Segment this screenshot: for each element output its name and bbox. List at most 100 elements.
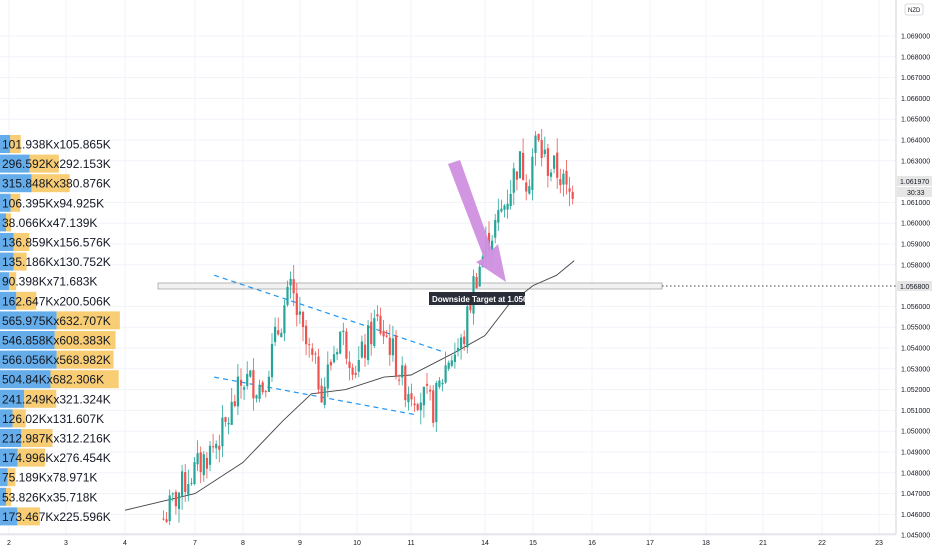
candle-body (342, 330, 345, 333)
candle-body (249, 370, 252, 377)
candle-body (187, 483, 190, 495)
candle-body (168, 495, 171, 522)
candle-body (230, 401, 233, 425)
candle-body (540, 140, 543, 158)
candle-body (546, 148, 549, 176)
candle-body (469, 304, 472, 311)
vp-sell-bar (16, 291, 37, 310)
vp-sell-bar (54, 331, 116, 349)
candle-body (509, 193, 512, 206)
vp-buy-bar (0, 272, 10, 291)
candle-body (233, 401, 236, 407)
candle-body (385, 335, 388, 337)
moving-average (124, 260, 575, 511)
y-tick-label: 1.050000 (901, 429, 930, 436)
vp-buy-bar (0, 468, 8, 487)
y-tick-label: 1.047000 (901, 491, 930, 498)
y-tick-label: 1.069000 (901, 34, 930, 41)
candle-body (360, 341, 363, 358)
candle-body (453, 354, 456, 362)
candle-body (317, 356, 320, 390)
candle-body (264, 391, 267, 393)
candle-body (199, 452, 202, 473)
candle-body (289, 278, 292, 286)
candle-body (292, 279, 295, 294)
vp-label: 241.249Kx321.324K (2, 392, 111, 406)
vp-buy-bar (0, 135, 11, 153)
vp-sell-bar (7, 468, 16, 487)
vp-buy-bar (0, 311, 57, 330)
downside-arrow (448, 160, 506, 282)
candle-body (205, 457, 208, 469)
candle-body (478, 266, 481, 287)
target-level-box (157, 282, 663, 290)
candle-body (367, 325, 370, 361)
vp-buy-bar (0, 487, 6, 506)
candle-body (171, 493, 174, 495)
candle-body (224, 417, 227, 422)
x-tick-label: 2 (7, 540, 11, 547)
x-tick-label: 16 (588, 540, 596, 547)
candle-body (308, 344, 311, 346)
candle-body (218, 445, 221, 450)
trendlines (214, 274, 445, 416)
svg-text:NZD: NZD (908, 8, 921, 14)
vp-sell-bar (31, 174, 70, 193)
y-tick-label: 1.049000 (901, 450, 930, 457)
y-tick-label: 1.059000 (901, 242, 930, 249)
candle-body (419, 402, 422, 411)
candle-body (441, 382, 444, 385)
candle-body (525, 182, 528, 192)
trendline-lower (214, 376, 415, 416)
vp-sell-bar (50, 370, 119, 389)
current-price-badge: 1.061970 30:33 (897, 176, 932, 197)
x-tick-label: 8 (241, 540, 245, 547)
y-tick-label: 1.056000 (901, 304, 930, 311)
candle-body (466, 306, 469, 348)
candle-body (379, 315, 382, 334)
candle-body (407, 393, 410, 403)
candle-body (432, 390, 435, 423)
candle-body (571, 191, 574, 199)
trendline-upper (214, 274, 445, 353)
vp-label: 106.395Kx94.925K (2, 196, 104, 210)
candle-body (258, 384, 261, 399)
candle-body (243, 387, 246, 390)
vp-sell-bar (56, 350, 114, 369)
candle-body (512, 168, 515, 193)
candle-body (416, 404, 419, 410)
candle-body (460, 337, 463, 349)
vp-buy-bar (0, 193, 11, 212)
candle-body (500, 208, 503, 212)
x-tick-label: 14 (481, 540, 489, 547)
candle-body (283, 305, 286, 334)
vp-buy-bar (0, 350, 57, 369)
candle-body (339, 331, 342, 354)
vp-label: 90.398Kx71.683K (2, 275, 97, 289)
candle-body (354, 372, 357, 375)
y-tick-label: 1.052000 (901, 387, 930, 394)
y-tick-label: 1.061000 (901, 200, 930, 207)
candle-body (549, 172, 553, 177)
candle-body (518, 151, 522, 179)
y-tick-label: 1.053000 (901, 366, 930, 373)
x-axis-ticks: 2 3 4 7 8 9 10 11 14 15 16 17 18 21 22 23 (7, 540, 883, 547)
candle-body (274, 326, 277, 343)
candle-body (438, 380, 441, 387)
candle-body (177, 492, 181, 510)
candle-body (531, 156, 534, 191)
vp-label: 315.848Kx380.876K (2, 177, 111, 191)
x-tick-label: 11 (407, 540, 414, 547)
vp-label: 162.647Kx200.506K (2, 294, 111, 308)
y-tick-label: 1.068000 (901, 54, 930, 61)
vp-label: 136.859Kx156.576K (2, 236, 111, 250)
candle-body (391, 338, 394, 356)
candle-body (534, 135, 537, 153)
candle-body (357, 359, 360, 372)
y-tick-label: 1.067000 (901, 75, 930, 82)
vp-sell-bar (29, 154, 59, 173)
x-tick-label: 23 (875, 540, 883, 547)
candle-body (388, 337, 391, 355)
